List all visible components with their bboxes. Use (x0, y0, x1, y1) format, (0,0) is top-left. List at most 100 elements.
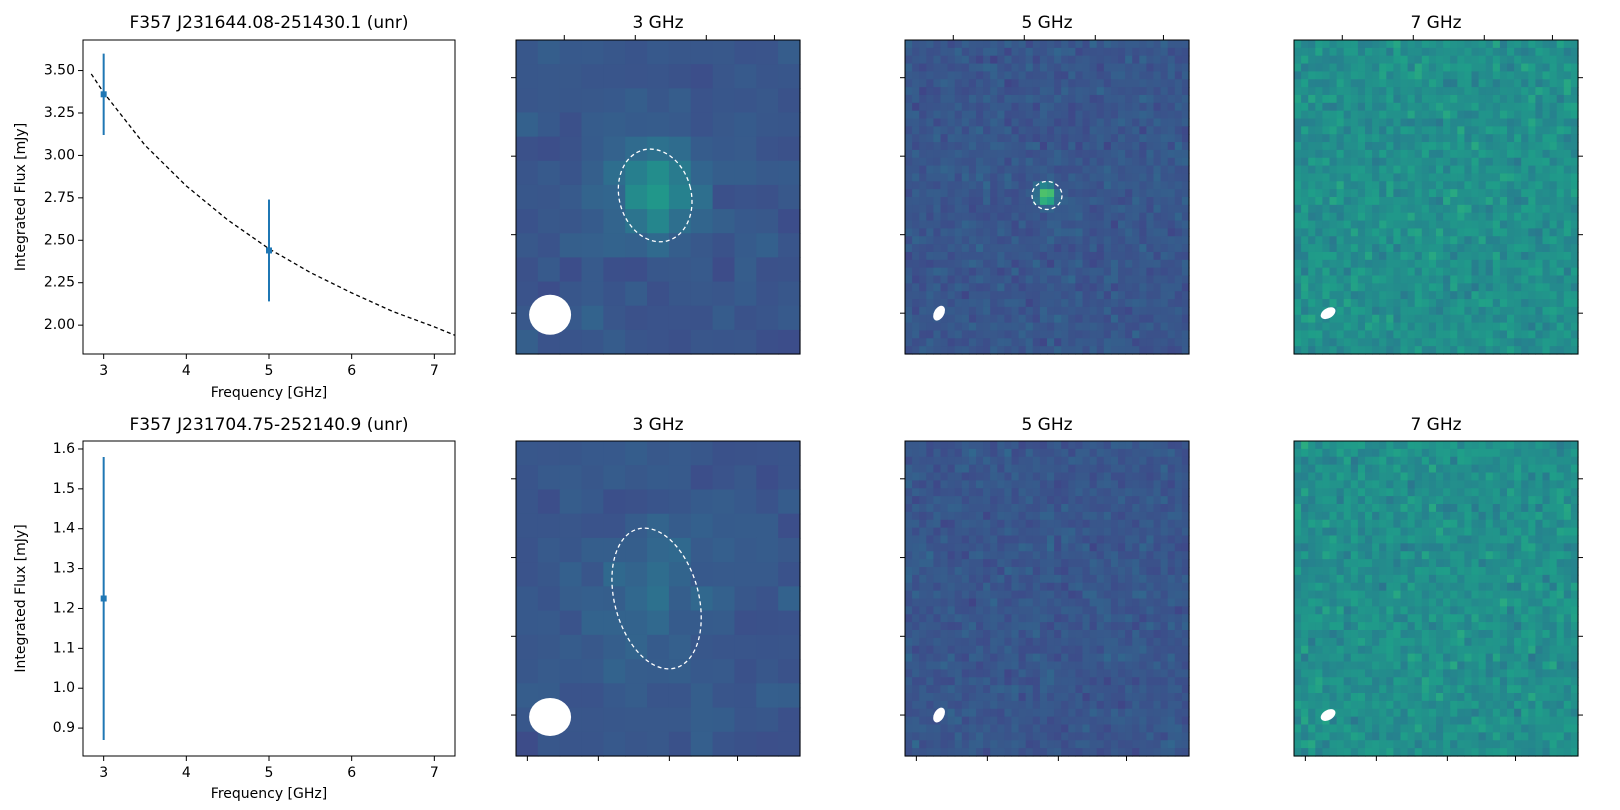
pixel (1089, 236, 1098, 245)
pixel (954, 134, 963, 143)
pixel (1004, 102, 1013, 112)
pixel (940, 275, 949, 284)
pixel (1549, 228, 1558, 237)
pixel (1018, 559, 1027, 568)
pixel (1428, 251, 1437, 261)
pixel (968, 283, 977, 292)
pixel (1047, 496, 1055, 505)
pixel (1357, 118, 1366, 127)
pixel (1139, 267, 1147, 277)
pixel (1357, 299, 1366, 308)
pixel (1018, 346, 1027, 355)
pixel (1039, 71, 1048, 80)
pixel (1075, 306, 1084, 316)
pixel (1146, 110, 1155, 120)
pixel (1421, 181, 1430, 190)
pixel (926, 102, 934, 112)
pixel (940, 630, 949, 639)
pixel (1025, 63, 1034, 72)
pixel (933, 559, 942, 568)
pixel (1329, 291, 1338, 300)
pixel (1110, 645, 1119, 655)
pixel (1308, 118, 1316, 127)
pixel (997, 693, 1005, 702)
pixel (756, 489, 779, 515)
pixel (734, 233, 757, 258)
pixel (976, 622, 984, 631)
pixel (734, 112, 757, 138)
pixel (1047, 448, 1055, 458)
pixel (1153, 574, 1162, 584)
pixel (1160, 244, 1169, 253)
pixel (1132, 134, 1140, 143)
pixel (1421, 173, 1430, 182)
pixel (712, 586, 736, 612)
pixel (1110, 79, 1119, 88)
pixel (990, 244, 998, 253)
pixel (1125, 55, 1133, 65)
pixel (1478, 291, 1487, 300)
pixel (1089, 228, 1098, 237)
pixel (1421, 251, 1430, 261)
pixel (1372, 197, 1380, 206)
pixel (559, 465, 583, 491)
pixel (1174, 693, 1183, 702)
pixel (1542, 314, 1551, 324)
pixel (1174, 71, 1183, 80)
pixel (919, 40, 927, 49)
pixel (940, 251, 949, 261)
pixel (968, 267, 977, 277)
pixel (1542, 338, 1551, 347)
pixel (1118, 456, 1126, 466)
pixel (1343, 204, 1352, 214)
pixel (1132, 165, 1140, 175)
pixel (1372, 157, 1380, 167)
pixel (1061, 590, 1069, 600)
pixel (1393, 283, 1402, 292)
pixel (1322, 40, 1331, 49)
pixel (1110, 653, 1119, 663)
pixel (647, 305, 670, 331)
pixel (947, 622, 956, 631)
pixel (1521, 165, 1529, 175)
pixel (1357, 291, 1366, 300)
pixel (647, 257, 670, 283)
pixel (1478, 47, 1487, 57)
pixel (1549, 314, 1558, 324)
pixel (1393, 204, 1402, 214)
pixel (1528, 314, 1536, 324)
pixel (1075, 291, 1084, 300)
pixel (947, 582, 956, 592)
pixel (997, 700, 1005, 710)
pixel (1011, 228, 1020, 237)
pixel (1025, 244, 1034, 253)
pixel (1393, 251, 1402, 261)
pixel (905, 346, 913, 355)
pixel (1011, 157, 1020, 167)
pixel (1039, 693, 1048, 702)
pixel (1464, 94, 1473, 104)
y-axis-label: Integrated Flux [mJy] (13, 524, 29, 672)
pixel (1549, 330, 1558, 339)
pixel (1047, 149, 1055, 159)
pixel (1082, 322, 1091, 332)
pixel (1068, 543, 1076, 552)
pixel (1047, 267, 1055, 277)
pixel (778, 731, 801, 757)
pixel (933, 212, 942, 222)
pixel (1492, 291, 1501, 300)
pixel (1132, 496, 1140, 505)
pixel (603, 209, 626, 234)
pixel (961, 535, 970, 544)
pixel (1096, 645, 1105, 655)
pixel (1011, 87, 1020, 96)
pixel (1132, 102, 1140, 112)
pixel (1146, 79, 1155, 88)
pixel (1464, 118, 1473, 127)
pixel (1025, 291, 1034, 300)
pixel (1372, 102, 1380, 112)
pixel (1563, 79, 1572, 88)
pixel (926, 79, 934, 88)
pixel (905, 275, 913, 284)
pixel (756, 610, 779, 636)
